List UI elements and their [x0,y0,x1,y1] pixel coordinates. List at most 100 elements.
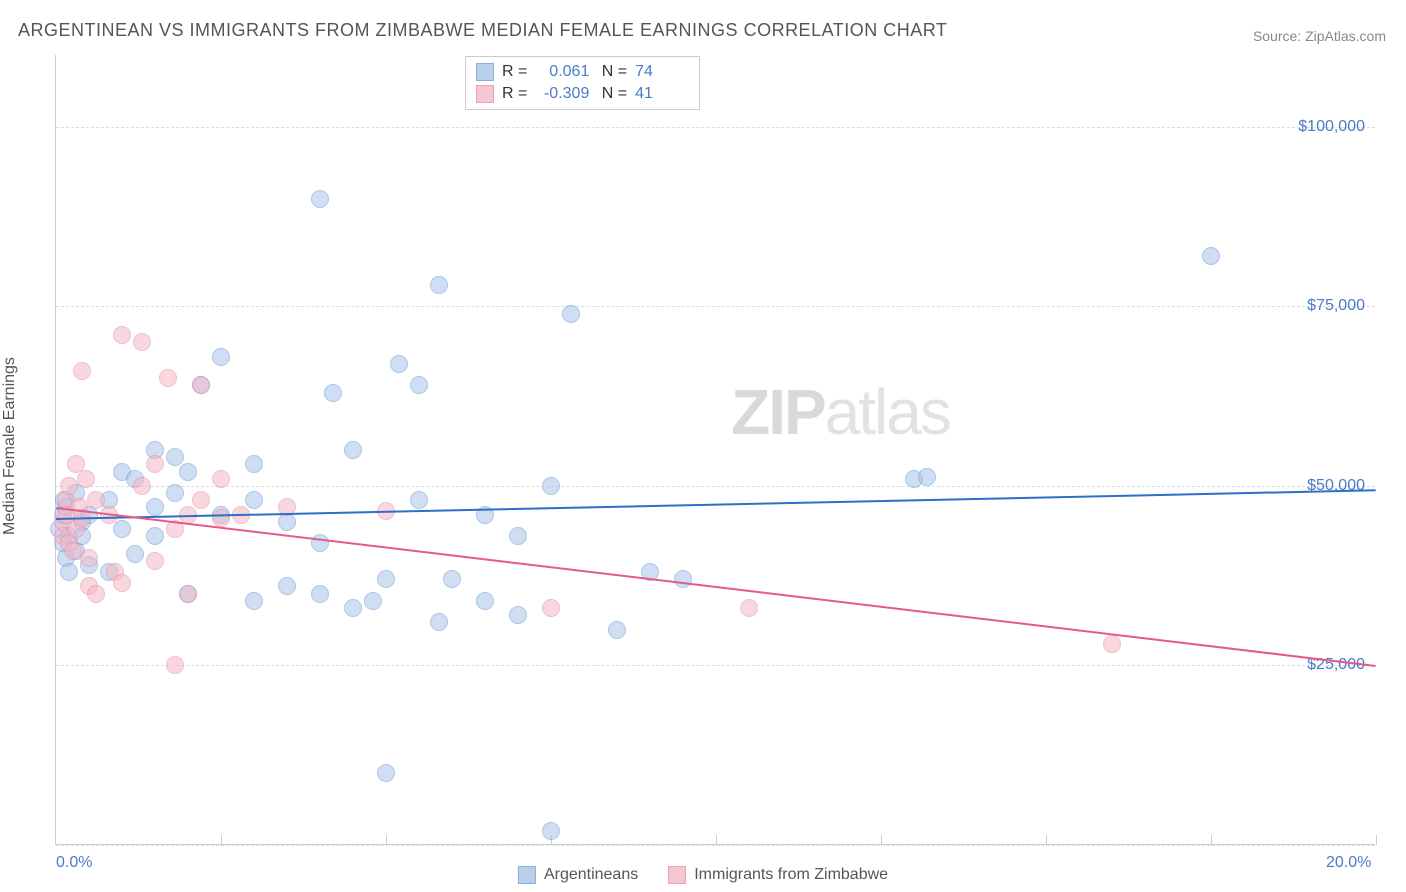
correlation-legend-box: R = 0.061 N = 74 R = -0.309 N = 41 [465,56,700,110]
y-tick-label: $100,000 [1298,118,1365,136]
scatter-point [918,468,936,486]
scatter-point [113,574,131,592]
scatter-point [410,491,428,509]
correlation-row: R = -0.309 N = 41 [476,83,689,105]
scatter-point [509,606,527,624]
scatter-point [608,621,626,639]
scatter-point [476,592,494,610]
scatter-point [390,355,408,373]
legend-swatch [476,63,494,81]
r-value: -0.309 [535,85,589,103]
grid-line-horizontal [56,127,1375,128]
grid-line-vertical [1211,835,1212,845]
scatter-point [509,527,527,545]
scatter-point [166,656,184,674]
scatter-point [443,570,461,588]
scatter-point [430,276,448,294]
scatter-point [113,520,131,538]
r-label: R = [502,63,527,81]
n-value: 41 [635,85,689,103]
scatter-point [245,592,263,610]
y-axis-title: Median Female Earnings [1,357,19,535]
scatter-point [87,585,105,603]
scatter-point [430,613,448,631]
x-tick-label: 0.0% [56,854,92,872]
scatter-point [133,333,151,351]
scatter-point [1202,247,1220,265]
grid-line-horizontal [56,665,1375,666]
scatter-point [179,463,197,481]
scatter-point [166,448,184,466]
grid-line-vertical [221,835,222,845]
legend-swatch [518,866,536,884]
scatter-point [410,376,428,394]
scatter-point [146,552,164,570]
scatter-point [245,455,263,473]
r-label: R = [502,85,527,103]
correlation-row: R = 0.061 N = 74 [476,61,689,83]
x-tick-label: 20.0% [1326,854,1371,872]
scatter-point [278,577,296,595]
scatter-point [1103,635,1121,653]
trend-line [56,507,1376,667]
grid-line-vertical [716,835,717,845]
scatter-point [212,470,230,488]
scatter-point [674,570,692,588]
chart-title: ARGENTINEAN VS IMMIGRANTS FROM ZIMBABWE … [18,20,947,41]
scatter-point [133,477,151,495]
legend-label: Argentineans [544,866,638,884]
n-value: 74 [635,63,689,81]
scatter-point [344,599,362,617]
scatter-point [60,477,78,495]
scatter-point [146,498,164,516]
scatter-point [60,563,78,581]
scatter-point [212,348,230,366]
scatter-point [126,545,144,563]
legend-item: Immigrants from Zimbabwe [668,866,888,884]
grid-line-horizontal [56,306,1375,307]
scatter-point [192,491,210,509]
scatter-point [87,491,105,509]
grid-line-horizontal [56,486,1375,487]
scatter-point [562,305,580,323]
source-label: Source: ZipAtlas.com [1253,28,1386,44]
bottom-legend: Argentineans Immigrants from Zimbabwe [518,866,888,884]
scatter-point [212,509,230,527]
scatter-point [311,190,329,208]
grid-line-vertical [1046,835,1047,845]
scatter-point [146,455,164,473]
scatter-point [364,592,382,610]
n-label: N = [597,63,627,81]
scatter-point [377,570,395,588]
legend-swatch [668,866,686,884]
scatter-point [73,362,91,380]
scatter-point [245,491,263,509]
scatter-point [377,764,395,782]
scatter-point [80,549,98,567]
scatter-point [146,527,164,545]
grid-line-vertical [881,835,882,845]
scatter-point [542,822,560,840]
scatter-point [324,384,342,402]
scatter-point [159,369,177,387]
chart-plot-area: $25,000$50,000$75,000$100,0000.0%20.0% [55,55,1375,845]
scatter-point [311,585,329,603]
n-label: N = [597,85,627,103]
scatter-point [166,484,184,502]
y-tick-label: $75,000 [1307,297,1365,315]
r-value: 0.061 [535,63,589,81]
grid-line-horizontal [56,845,1375,846]
scatter-point [344,441,362,459]
scatter-point [740,599,758,617]
legend-item: Argentineans [518,866,638,884]
legend-label: Immigrants from Zimbabwe [694,866,888,884]
legend-swatch [476,85,494,103]
scatter-point [192,376,210,394]
scatter-point [179,585,197,603]
scatter-point [113,326,131,344]
grid-line-vertical [386,835,387,845]
scatter-point [77,470,95,488]
scatter-point [542,599,560,617]
scatter-point [542,477,560,495]
scatter-point [64,542,82,560]
